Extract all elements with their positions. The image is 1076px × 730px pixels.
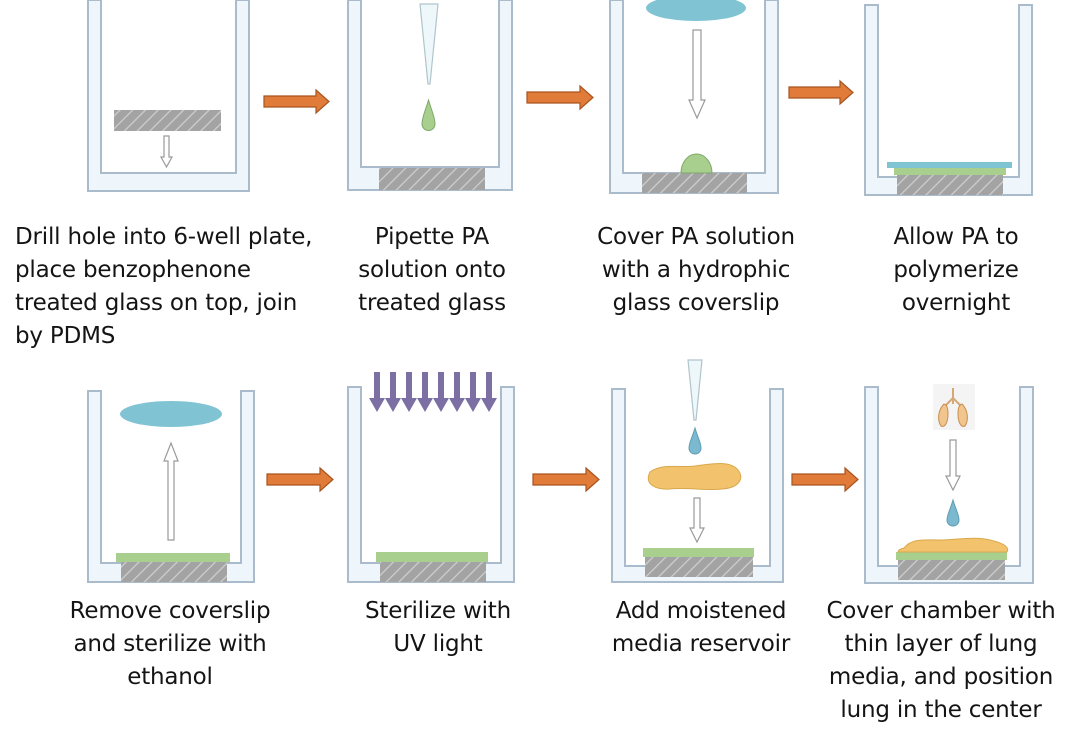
- well-wall: [87, 0, 250, 192]
- caption-line: media, and position: [828, 664, 1054, 690]
- caption-line: Pipette PA: [374, 224, 490, 250]
- caption-line: Allow PA to: [893, 224, 1019, 250]
- step-drill-illustration: [87, 0, 250, 192]
- caption-line: and sterilize with: [73, 631, 267, 657]
- caption-line: treated glass on top, join: [15, 290, 298, 316]
- caption-line: place benzophenone: [15, 257, 251, 283]
- step-remove-illustration: [87, 390, 255, 583]
- pa-gel-layer: [894, 168, 1006, 175]
- process-arrow-icon: [526, 84, 594, 111]
- down-arrow-icon: [945, 439, 961, 492]
- process-arrow-icon: [532, 466, 600, 493]
- up-arrow-icon: [163, 441, 179, 541]
- media-droplet-icon: [688, 426, 702, 455]
- process-arrow-icon: [266, 466, 334, 493]
- treated-glass: [897, 175, 1003, 195]
- caption-line: thin layer of lung: [844, 631, 1038, 657]
- caption-line: Add moistened: [615, 598, 787, 624]
- step-caption-polymerize: Allow PA to polymerize overnight: [866, 221, 1046, 320]
- caption-line: ethanol: [127, 664, 213, 690]
- step-caption-media: Add moistened media reservoir: [596, 595, 806, 661]
- media-reservoir-icon: [647, 463, 742, 491]
- caption-line: with a hydrophic: [601, 257, 791, 283]
- step-media-illustration: [611, 359, 784, 583]
- pa-gel-layer: [643, 548, 754, 557]
- caption-line: UV light: [393, 631, 483, 657]
- coverslip-icon: [646, 0, 746, 21]
- caption-line: lung in the center: [840, 697, 1042, 723]
- coverslip-icon: [120, 401, 222, 427]
- down-arrow-icon: [689, 497, 705, 544]
- caption-line: polymerize: [893, 257, 1019, 283]
- process-arrow-icon: [788, 79, 854, 106]
- step-pipette-illustration: [347, 0, 513, 191]
- step-cover-illustration: [609, 0, 779, 194]
- treated-glass: [380, 562, 486, 582]
- step-caption-pipette: Pipette PA solution onto treated glass: [342, 221, 522, 320]
- caption-line: overnight: [901, 290, 1011, 316]
- step-caption-cover: Cover PA solution with a hydrophic glass…: [586, 221, 806, 320]
- caption-line: Sterilize with: [365, 598, 511, 624]
- pa-gel-layer: [116, 553, 230, 562]
- step-caption-lung: Cover chamber with thin layer of lung me…: [818, 595, 1064, 727]
- pa-gel-layer: [896, 552, 1007, 560]
- caption-line: Cover PA solution: [597, 224, 795, 250]
- step-caption-sterilize: Sterilize with UV light: [348, 595, 528, 661]
- caption-line: glass coverslip: [612, 290, 780, 316]
- lung-droplet-icon: [946, 498, 960, 527]
- treated-glass: [898, 560, 1005, 580]
- caption-line: media reservoir: [611, 631, 791, 657]
- caption-line: treated glass: [358, 290, 506, 316]
- step-caption-remove: Remove coverslip and sterilize with etha…: [52, 595, 288, 694]
- step-lung-illustration: [864, 384, 1034, 584]
- pipette-tip-icon: [419, 3, 439, 85]
- down-arrow-icon: [159, 135, 174, 169]
- treated-glass: [114, 110, 221, 131]
- coverslip-layer: [887, 162, 1012, 168]
- step-polymerize-illustration: [864, 4, 1033, 196]
- treated-glass: [121, 562, 227, 582]
- caption-line: by PDMS: [15, 323, 116, 349]
- well-wall: [611, 388, 784, 583]
- well-wall: [864, 386, 1034, 584]
- pa-gel-layer: [376, 552, 488, 562]
- process-arrow-icon: [791, 466, 859, 493]
- step-caption-drill: Drill hole into 6-well plate, place benz…: [15, 221, 312, 353]
- pa-droplet-icon: [421, 98, 436, 131]
- caption-line: solution onto: [358, 257, 506, 283]
- caption-line: Remove coverslip: [69, 598, 271, 624]
- pa-drop-icon: [680, 153, 713, 174]
- process-arrow-icon: [263, 88, 330, 115]
- caption-line: Drill hole into 6-well plate,: [15, 224, 313, 250]
- pipette-tip-icon: [687, 359, 703, 421]
- down-arrow-icon: [688, 29, 706, 120]
- uv-light-arrows-icon: [369, 372, 497, 412]
- step-sterilize-illustration: [347, 372, 515, 583]
- treated-glass: [642, 173, 747, 193]
- lung-icon: [933, 384, 975, 430]
- treated-glass: [645, 557, 753, 577]
- lung-media-layer-icon: [897, 537, 1009, 553]
- treated-glass: [379, 168, 485, 190]
- caption-line: Cover chamber with: [826, 598, 1056, 624]
